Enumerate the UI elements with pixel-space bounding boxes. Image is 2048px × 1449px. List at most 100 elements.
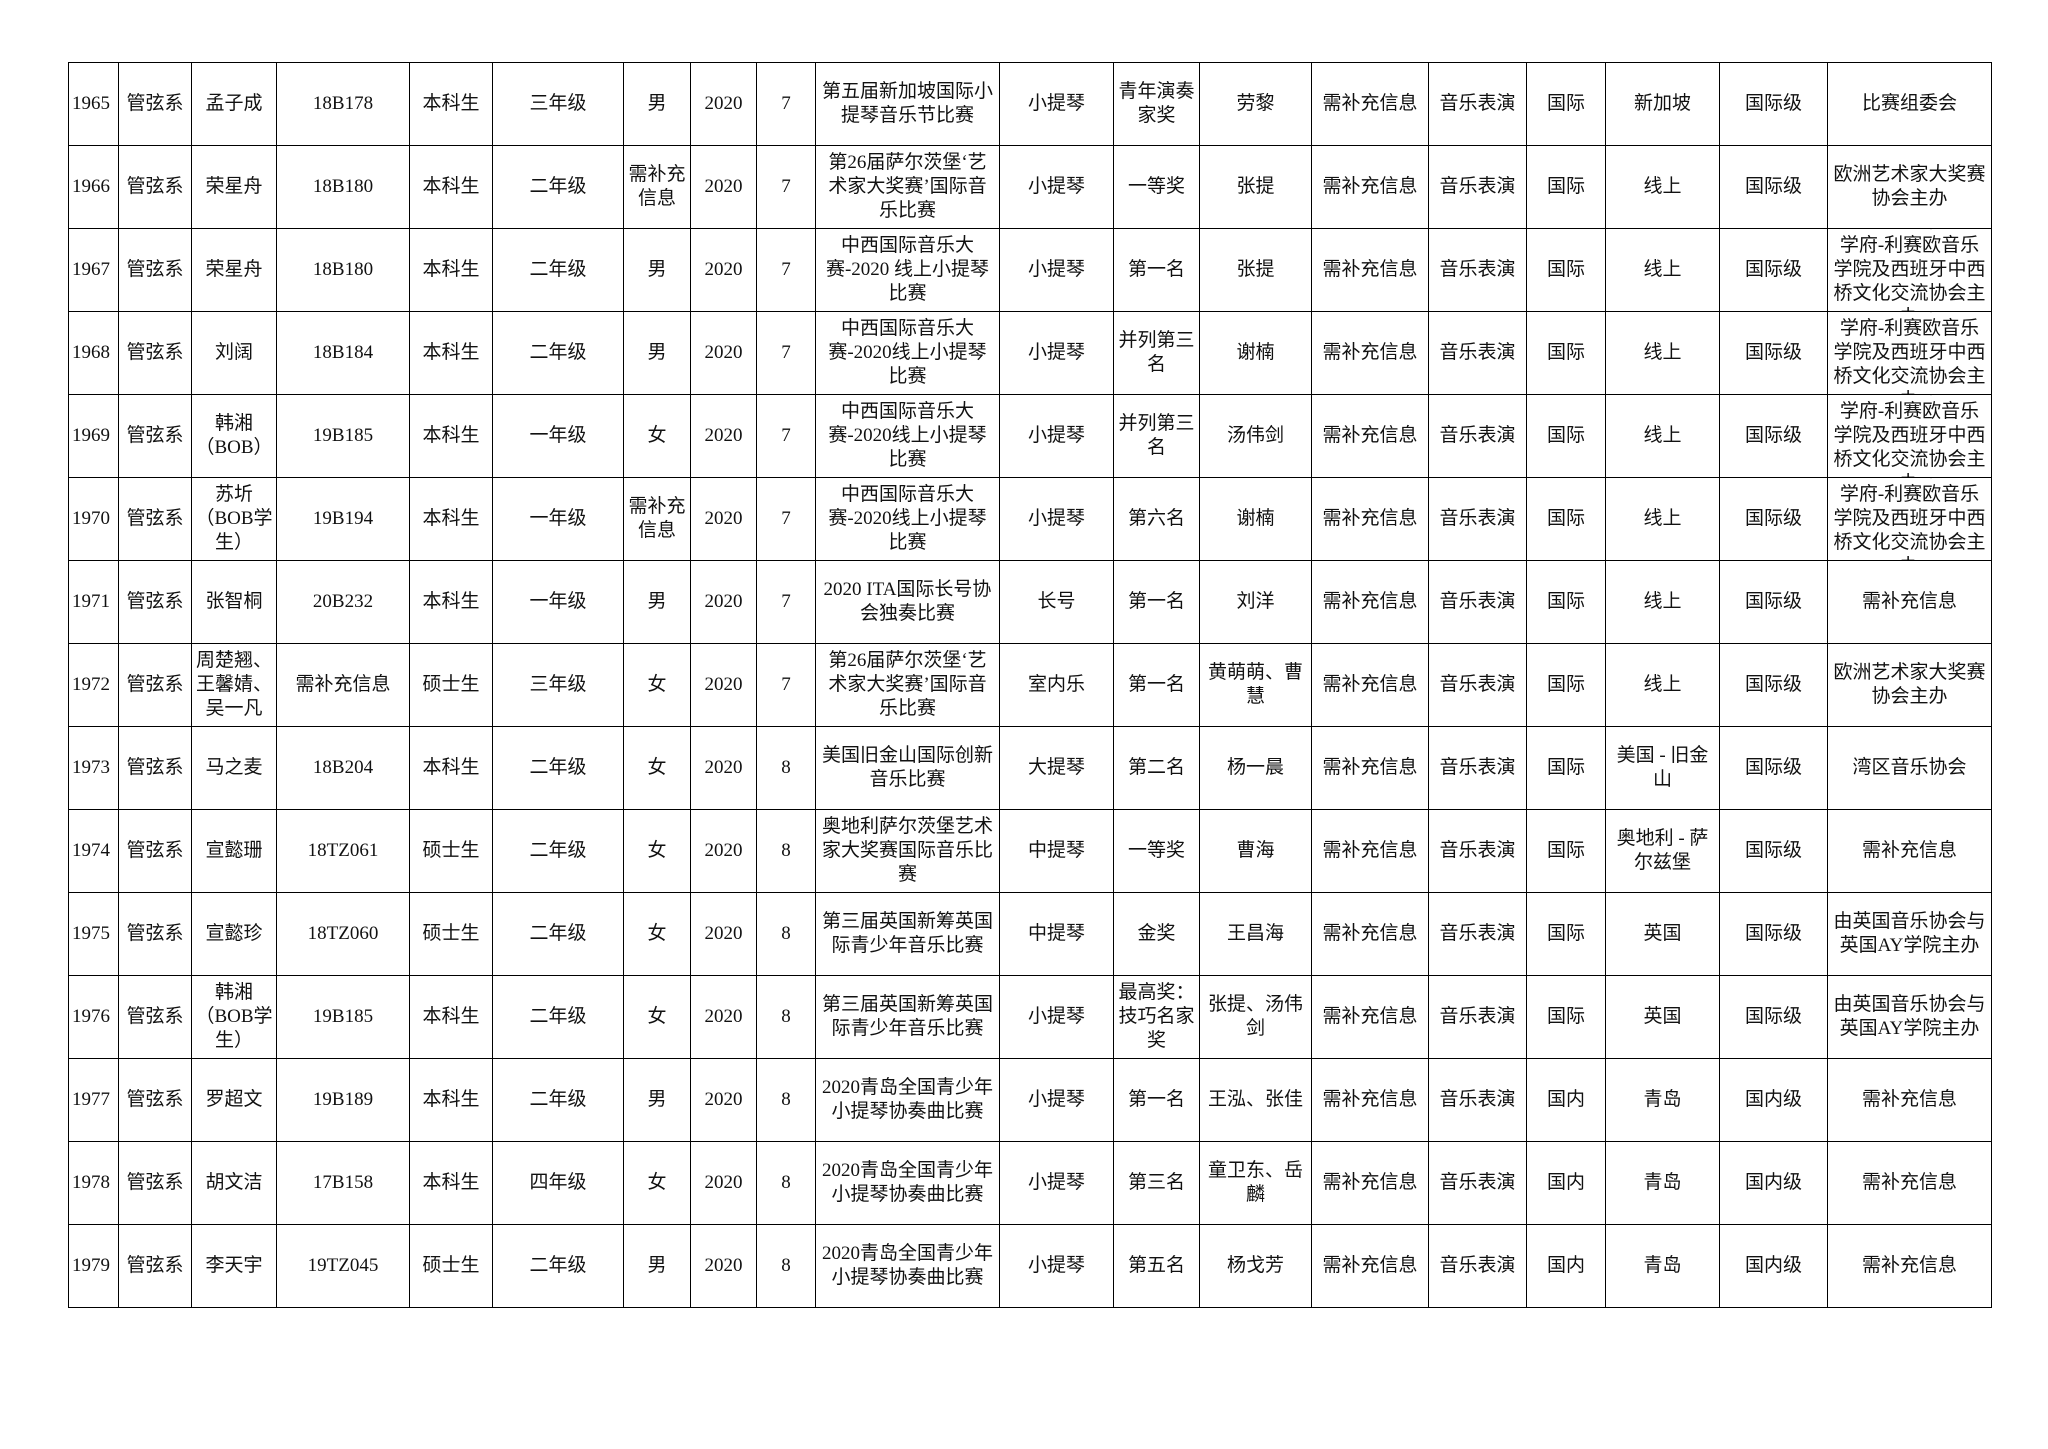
table-row: 1967 管弦系 荣星舟 18B180 本科生 二年级 男 2020 7 中西国际音乐大赛-202… — [68, 228, 1992, 312]
cell-text: 7 — [781, 93, 791, 114]
cell-text: 国际 — [1546, 591, 1585, 612]
cell-text: 7 — [781, 259, 791, 280]
table-row: 1979 管弦系 李天宇 19TZ045 硕士生 二年级 男 2020 8 2020青岛全国青少年… — [68, 1224, 1992, 1308]
table-cell: 第三名 — [1113, 1141, 1200, 1225]
cell-text: 1973 — [72, 757, 110, 778]
cell-text: 1976 — [72, 1006, 110, 1027]
cell-text: 欧洲艺术家大奖赛协会主办 — [1833, 662, 1986, 707]
table-cell: 中西国际音乐大赛-2020线上小提琴比赛 — [815, 394, 1000, 478]
table-cell: 奥地利萨尔茨堡艺术家大奖赛国际音乐比赛 — [815, 809, 1000, 893]
cell-text: 管弦系 — [126, 425, 184, 446]
table-cell: 宣懿珍 — [191, 892, 277, 976]
cell-text: 金奖 — [1137, 923, 1176, 944]
table-cell: 小提琴 — [999, 394, 1114, 478]
cell-text: 19B189 — [312, 1089, 374, 1110]
cell-text: 音乐表演 — [1439, 1172, 1516, 1193]
table-row: 1969 管弦系 韩湘（BOB） 19B185 本科生 一年级 女 2020 7 中西国际音乐大赛… — [68, 394, 1992, 478]
cell-text: 第二名 — [1127, 757, 1185, 778]
table-cell: 小提琴 — [999, 62, 1114, 146]
table-cell: 四年级 — [492, 1141, 624, 1225]
table-cell: 19B189 — [276, 1058, 410, 1142]
table-row: 1965 管弦系 孟子成 18B178 本科生 三年级 男 2020 7 第五届新加坡国际小提琴音… — [68, 62, 1992, 146]
table-cell: 国际 — [1526, 145, 1606, 229]
table-cell: 荣星舟 — [191, 228, 277, 312]
cell-text: 张提、汤伟剑 — [1207, 994, 1303, 1039]
table-cell: 需补充信息 — [1311, 145, 1429, 229]
cell-text: 男 — [647, 259, 667, 280]
table-cell: 管弦系 — [118, 726, 192, 810]
table-cell: 杨戈芳 — [1199, 1224, 1312, 1308]
table-cell: 2020 ITA国际长号协会独奏比赛 — [815, 560, 1000, 644]
table-cell: 中西国际音乐大赛-2020线上小提琴比赛 — [815, 477, 1000, 561]
table-cell: 国际 — [1526, 477, 1606, 561]
cell-text: 国际 — [1546, 674, 1585, 695]
table-cell: 国际 — [1526, 726, 1606, 810]
cell-text: 一等奖 — [1127, 840, 1185, 861]
cell-text: 男 — [647, 1255, 667, 1276]
cell-text: 需补充信息 — [1322, 176, 1418, 197]
cell-text: 需补充信息 — [1322, 342, 1418, 363]
cell-text: 17B158 — [312, 1172, 374, 1193]
table-cell: 国际 — [1526, 975, 1606, 1059]
table-cell: 1968 — [68, 311, 119, 395]
table-cell: 黄萌萌、曹慧 — [1199, 643, 1312, 727]
table-row: 1975 管弦系 宣懿珍 18TZ060 硕士生 二年级 女 2020 8 第三届英国新筹英国际青… — [68, 892, 1992, 976]
table-cell: 罗超文 — [191, 1058, 277, 1142]
table-cell: 国际级 — [1719, 892, 1828, 976]
cell-text: 2020青岛全国青少年小提琴协奏曲比赛 — [821, 1243, 993, 1288]
cell-text: 音乐表演 — [1439, 757, 1516, 778]
table-cell: 国际 — [1526, 394, 1606, 478]
cell-text: 二年级 — [529, 923, 587, 944]
cell-text: 8 — [781, 1089, 791, 1110]
cell-text: 由西班牙最高音乐学府-利赛欧音乐学院及西班牙中西桥文化交流协会主办 — [1833, 229, 1986, 311]
cell-text: 国际级 — [1744, 674, 1802, 695]
table-cell: 需补充信息 — [1311, 726, 1429, 810]
cell-text: 19B185 — [312, 1006, 374, 1027]
table-cell: 2020 — [690, 228, 757, 312]
cell-text: 线上 — [1643, 425, 1682, 446]
cell-text: 8 — [781, 757, 791, 778]
cell-text: 国内 — [1546, 1089, 1585, 1110]
cell-text: 管弦系 — [126, 176, 184, 197]
cell-text: 国际 — [1546, 508, 1585, 529]
cell-text: 18B184 — [312, 342, 374, 363]
cell-text: 第26届萨尔茨堡‘艺术家大奖赛’国际音乐比赛 — [828, 152, 987, 221]
cell-text: 管弦系 — [126, 1172, 184, 1193]
table-cell: 线上 — [1605, 477, 1720, 561]
table-cell: 音乐表演 — [1428, 726, 1527, 810]
cell-text: 国际 — [1546, 259, 1585, 280]
cell-text: 二年级 — [529, 342, 587, 363]
table-cell: 音乐表演 — [1428, 62, 1527, 146]
table-cell: 1970 — [68, 477, 119, 561]
cell-text: 英国 — [1643, 923, 1682, 944]
table-cell: 本科生 — [409, 311, 493, 395]
table-cell: 18B180 — [276, 228, 410, 312]
table-cell: 奥地利 - 萨尔兹堡 — [1605, 809, 1720, 893]
cell-text: 国际级 — [1744, 1006, 1802, 1027]
table-cell: 2020 — [690, 62, 757, 146]
cell-text: 管弦系 — [126, 923, 184, 944]
cell-text: 中西国际音乐大赛-2020线上小提琴比赛 — [828, 318, 987, 387]
table-cell: 硕士生 — [409, 1224, 493, 1308]
table-cell: 孟子成 — [191, 62, 277, 146]
table-cell: 中西国际音乐大赛-2020 线上小提琴比赛 — [815, 228, 1000, 312]
table-cell: 管弦系 — [118, 145, 192, 229]
cell-text: 奥地利 - 萨尔兹堡 — [1616, 828, 1709, 873]
cell-text: 国际级 — [1744, 342, 1802, 363]
table-cell: 国际 — [1526, 809, 1606, 893]
cell-text: 2020 — [704, 93, 743, 114]
cell-text: 1970 — [72, 508, 110, 529]
table-cell: 国内级 — [1719, 1058, 1828, 1142]
table-cell: 线上 — [1605, 560, 1720, 644]
cell-text: 欧洲艺术家大奖赛协会主办 — [1833, 164, 1986, 209]
table-cell: 18TZ060 — [276, 892, 410, 976]
table-cell: 需补充信息 — [1311, 311, 1429, 395]
cell-text: 湾区音乐协会 — [1852, 757, 1967, 778]
table-cell: 硕士生 — [409, 643, 493, 727]
table-cell: 国际级 — [1719, 394, 1828, 478]
cell-text: 第一名 — [1127, 259, 1185, 280]
cell-text: 需补充信息 — [1861, 840, 1957, 861]
table-cell: 1967 — [68, 228, 119, 312]
cell-text: 国内级 — [1744, 1172, 1802, 1193]
table-cell: 需补充信息 — [1311, 228, 1429, 312]
